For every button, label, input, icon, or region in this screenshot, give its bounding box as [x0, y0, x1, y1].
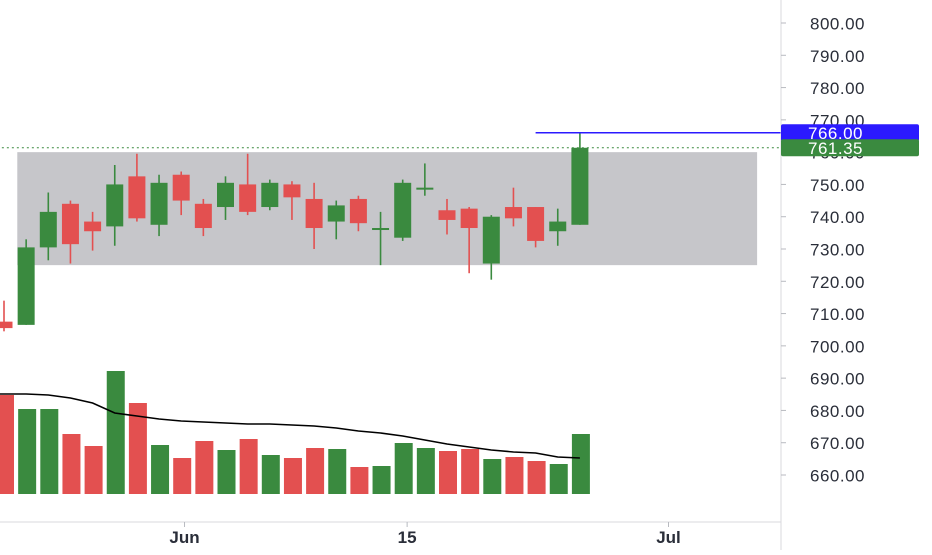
axes-layer: 800.00790.00780.00770.00760.00750.00740.…: [0, 0, 865, 550]
volume-bar: [416, 448, 435, 494]
x-tick-label: 15: [398, 528, 417, 547]
volume-bar: [18, 409, 37, 494]
candle-body: [349, 198, 367, 224]
y-tick-label: 730.00: [810, 241, 865, 260]
volume-bar: [151, 445, 170, 494]
price-label-text: 766.00: [808, 124, 863, 143]
volume-bar: [128, 403, 147, 494]
volume-bar: [350, 467, 369, 494]
candle-body: [327, 205, 345, 222]
volume-layer: [0, 371, 590, 494]
candle-body: [504, 207, 522, 219]
y-tick-label: 680.00: [810, 402, 865, 421]
volume-bar: [306, 448, 325, 494]
volume-bar: [283, 458, 302, 494]
volume-bar: [84, 446, 103, 494]
volume-bar: [0, 395, 14, 494]
candle-body: [305, 198, 323, 229]
volume-bar: [261, 455, 280, 494]
volume-bar: [195, 441, 214, 494]
y-tick-label: 720.00: [810, 273, 865, 292]
candle-body: [527, 207, 545, 241]
y-tick-label: 690.00: [810, 370, 865, 389]
candle-body: [416, 187, 434, 190]
price-label-box: [781, 139, 919, 157]
candle-body: [482, 216, 500, 264]
volume-bar: [239, 439, 258, 494]
volume-bar: [571, 434, 590, 494]
candles-layer: [0, 132, 589, 332]
price-label-box: [781, 124, 919, 142]
candle-body: [0, 321, 13, 329]
y-tick-label: 740.00: [810, 208, 865, 227]
volume-bar: [217, 450, 236, 494]
candle-body: [17, 247, 35, 325]
candle-body: [261, 182, 279, 208]
y-tick-label: 660.00: [810, 467, 865, 486]
candle-body: [217, 182, 234, 208]
volume-bar: [173, 458, 192, 494]
volume-moving-average-line: [0, 393, 580, 459]
candle-body: [549, 221, 567, 232]
volume-bar: [483, 459, 502, 494]
y-tick-label: 780.00: [810, 79, 865, 98]
candle-body: [372, 228, 390, 231]
volume-bar: [394, 443, 413, 494]
x-tick-label: Jun: [169, 528, 199, 547]
volume-bar: [40, 409, 59, 494]
volume-bar: [106, 371, 125, 494]
candle-body: [460, 208, 478, 229]
volume-bar: [527, 461, 546, 494]
volume-bar: [549, 464, 568, 494]
range-box-layer: [17, 152, 758, 266]
candle-body: [128, 176, 146, 219]
y-tick-label: 670.00: [810, 434, 865, 453]
volume-bar: [62, 434, 81, 494]
candle-body: [283, 184, 301, 198]
volume-bar: [439, 451, 457, 494]
candle-body: [39, 211, 57, 248]
candle-body: [194, 203, 212, 229]
candle-body: [239, 184, 257, 212]
candle-body: [172, 174, 190, 201]
price-label-text: 761.35: [808, 139, 863, 158]
y-tick-label: 800.00: [810, 15, 865, 34]
candle-body: [106, 184, 124, 227]
candle-body: [84, 221, 102, 232]
volume-bar: [328, 449, 347, 494]
candle-body: [438, 210, 456, 220]
y-tick-label: 700.00: [810, 337, 865, 356]
price-lines-layer: [0, 132, 781, 149]
candle-body: [61, 203, 79, 245]
range-box: [17, 152, 758, 266]
y-tick-label: 710.00: [810, 305, 865, 324]
volume-bar: [505, 457, 524, 494]
candle-body: [571, 147, 589, 225]
x-tick-label: Jul: [656, 528, 681, 547]
y-tick-label: 750.00: [810, 176, 865, 195]
y-tick-label: 790.00: [810, 47, 865, 66]
volume-bar: [372, 466, 391, 494]
candle-body: [394, 182, 412, 238]
volume-bar: [461, 449, 480, 494]
candle-body: [150, 182, 168, 225]
